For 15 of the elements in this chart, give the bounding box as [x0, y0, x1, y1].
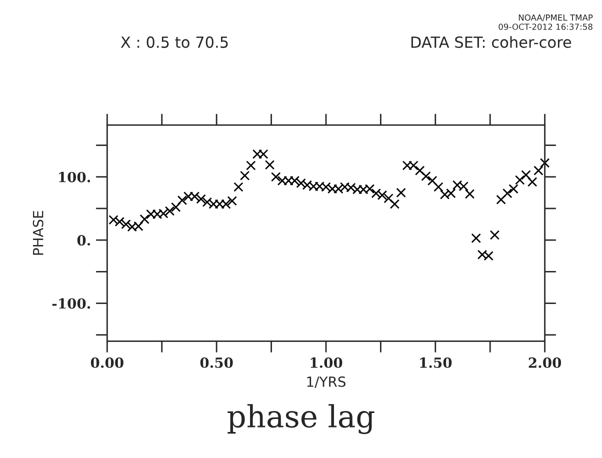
x-tick-label: 0.00	[90, 357, 124, 368]
y-tick-label: 0.	[77, 235, 90, 246]
text: NOAA/PMEL TMAP	[518, 14, 593, 22]
x-tick-label: 1.50	[420, 357, 452, 368]
y-tick-label: 100.	[59, 172, 90, 182]
text: 09-OCT-2012 16:37:58	[498, 24, 592, 30]
x-tick-label: 0.50	[200, 357, 233, 368]
text: DATA SET: coher-core	[411, 36, 572, 48]
x-tick-label: 2.00	[528, 357, 562, 368]
x-axis-title: 1/YRS	[307, 376, 346, 388]
text: phase lag	[228, 404, 374, 434]
text: X : 0.5 to 70.5	[120, 36, 228, 48]
x-tick-label: 1.00	[310, 357, 342, 368]
y-axis-title: PHASE	[32, 211, 44, 255]
y-tick-label: -100.	[52, 298, 90, 309]
